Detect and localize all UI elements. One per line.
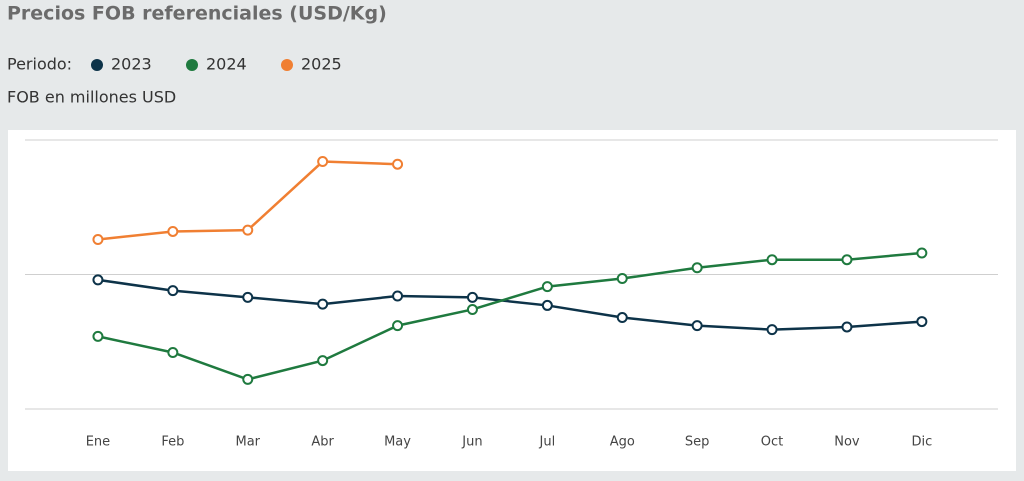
point (616, 273, 628, 285)
point (841, 321, 853, 333)
subtitle: FOB en millones USD (7, 88, 176, 107)
point (541, 299, 553, 311)
legend-marker (91, 59, 103, 71)
series-line (97, 278, 922, 331)
point (841, 254, 853, 266)
x-tick-label: Dic (911, 435, 932, 450)
point (92, 234, 104, 246)
point (317, 298, 329, 310)
point (766, 254, 778, 266)
point (242, 291, 254, 303)
point (167, 285, 179, 297)
point (466, 291, 478, 303)
point (92, 274, 104, 286)
x-tick-label: Feb (161, 435, 184, 450)
x-tick-label: Mar (235, 435, 260, 450)
legend-marker (186, 59, 198, 71)
x-tick-label: May (384, 435, 411, 450)
legend-label: 2023 (111, 55, 152, 74)
point (691, 262, 703, 274)
point (691, 320, 703, 332)
legend-label: 2025 (301, 55, 342, 74)
chart-title: Precios FOB referenciales (USD/Kg) (7, 3, 387, 25)
x-tick-label: Jul (539, 435, 556, 450)
legend-label: 2024 (206, 55, 247, 74)
point (392, 158, 404, 170)
point (766, 324, 778, 336)
x-tick-label: Sep (685, 435, 710, 450)
x-tick-label: Ene (86, 435, 110, 450)
point (317, 156, 329, 168)
x-tick-label: Ago (610, 435, 635, 450)
point (916, 316, 928, 328)
point (242, 373, 254, 385)
point (242, 224, 254, 236)
point (616, 312, 628, 324)
point (317, 355, 329, 367)
point (92, 330, 104, 342)
point (167, 347, 179, 359)
point (466, 303, 478, 315)
legend-marker (281, 59, 293, 71)
series-line (97, 251, 922, 381)
point (392, 320, 404, 332)
x-tick-label: Oct (761, 435, 783, 450)
point (541, 281, 553, 293)
point (167, 225, 179, 237)
x-tick-label: Jun (461, 435, 482, 450)
point (392, 290, 404, 302)
legend-title: Periodo: (7, 55, 72, 74)
x-tick-label: Abr (311, 435, 334, 450)
point (916, 247, 928, 259)
x-tick-label: Nov (834, 435, 860, 450)
